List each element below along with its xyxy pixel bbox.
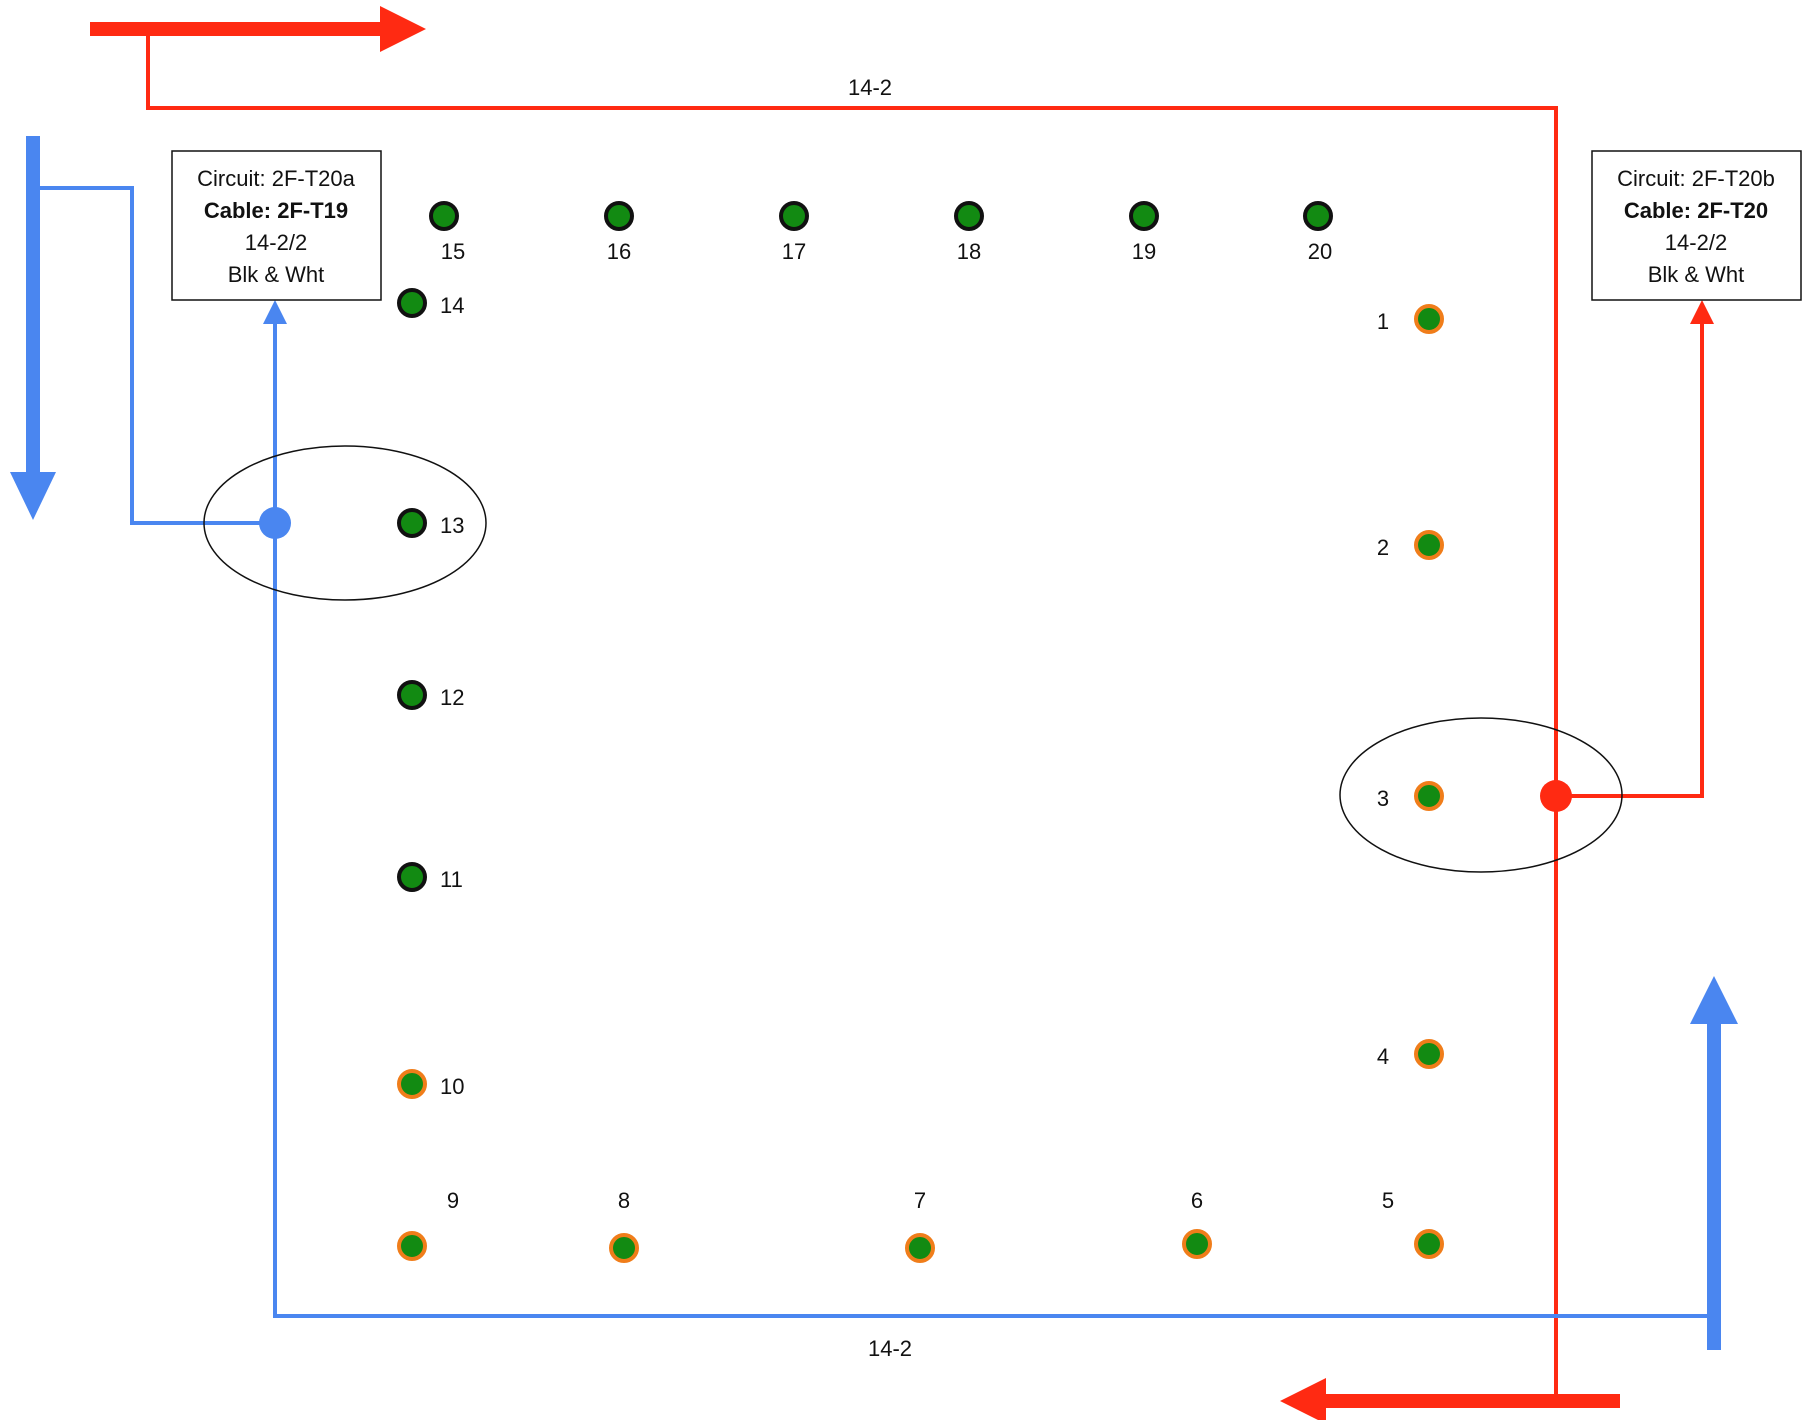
fixture-6 <box>1182 1229 1212 1259</box>
fixture-14 <box>397 288 427 318</box>
fixture-16 <box>604 201 634 231</box>
fixture-20 <box>1303 201 1333 231</box>
info-box-left-colors: Blk & Wht <box>228 262 325 287</box>
fixture-label-20: 20 <box>1308 239 1332 264</box>
fixture-label-18: 18 <box>957 239 981 264</box>
red-arrow-to-box <box>1690 300 1714 324</box>
blue-arrow-left-head <box>10 472 56 520</box>
info-box-right: Circuit: 2F-T20b Cable: 2F-T20 14-2/2 Bl… <box>1591 150 1802 301</box>
fixture-label-12: 12 <box>440 685 464 710</box>
red-junction-dot <box>1540 780 1572 812</box>
fixture-17 <box>779 201 809 231</box>
red-cable <box>146 34 1704 1400</box>
blue-arrow-right-shaft <box>1707 1020 1721 1350</box>
red-arrow-bottom-shaft <box>1320 1394 1620 1408</box>
red-arrow-top-head <box>380 6 426 52</box>
highlight-ellipse-13 <box>203 445 487 601</box>
blue-junction-dot <box>259 507 291 539</box>
info-box-left-circuit: Circuit: 2F-T20a <box>197 166 355 191</box>
blue-cable <box>38 186 1712 1318</box>
fixture-9 <box>397 1231 427 1261</box>
fixture-label-14: 14 <box>440 293 464 318</box>
fixture-label-5: 5 <box>1382 1188 1394 1213</box>
fixture-19 <box>1129 201 1159 231</box>
blue-cable-run <box>273 318 1712 1318</box>
fixtures <box>397 201 1444 1263</box>
red-arrows <box>90 6 1714 1420</box>
fixture-7 <box>905 1233 935 1263</box>
cable-label-top: 14-2 <box>848 75 892 100</box>
red-cable-run <box>146 34 1558 1400</box>
fixture-1 <box>1414 304 1444 334</box>
red-arrow-top-shaft <box>90 22 386 36</box>
fixture-label-10: 10 <box>440 1074 464 1099</box>
fixture-label-4: 4 <box>1377 1044 1389 1069</box>
info-box-right-cable: Cable: 2F-T20 <box>1624 198 1768 223</box>
info-box-left-gauge: 14-2/2 <box>245 230 307 255</box>
fixture-2 <box>1414 530 1444 560</box>
info-box-left-frame <box>171 150 382 301</box>
fixture-11 <box>397 862 427 892</box>
fixture-15 <box>429 201 459 231</box>
fixture-label-1: 1 <box>1377 309 1389 334</box>
info-box-right-gauge: 14-2/2 <box>1665 230 1727 255</box>
info-box-right-frame <box>1591 150 1802 301</box>
highlight-ellipse-3 <box>1339 717 1623 873</box>
blue-arrows <box>10 136 1738 1350</box>
fixture-18 <box>954 201 984 231</box>
red-arrow-bottom-head <box>1280 1378 1326 1420</box>
fixture-10 <box>397 1069 427 1099</box>
fixture-3 <box>1414 781 1444 811</box>
blue-arrow-to-box <box>263 300 287 324</box>
blue-arrow-left-shaft <box>26 136 40 476</box>
info-box-left-cable: Cable: 2F-T19 <box>204 198 348 223</box>
fixture-8 <box>609 1233 639 1263</box>
fixture-4 <box>1414 1039 1444 1069</box>
info-box-left: Circuit: 2F-T20a Cable: 2F-T19 14-2/2 Bl… <box>171 150 382 301</box>
fixture-5 <box>1414 1229 1444 1259</box>
red-cable-home-run <box>1556 318 1704 798</box>
fixture-label-13: 13 <box>440 513 464 538</box>
fixture-label-17: 17 <box>782 239 806 264</box>
fixture-label-6: 6 <box>1191 1188 1203 1213</box>
fixture-label-19: 19 <box>1132 239 1156 264</box>
fixture-label-8: 8 <box>618 1188 630 1213</box>
blue-arrow-right-head <box>1690 976 1738 1024</box>
fixture-label-2: 2 <box>1377 535 1389 560</box>
cable-label-bottom: 14-2 <box>868 1336 912 1361</box>
fixture-13 <box>397 508 427 538</box>
fixture-12 <box>397 680 427 710</box>
fixture-label-3: 3 <box>1377 786 1389 811</box>
fixture-labels: 15 16 17 18 19 20 14 13 12 11 10 9 8 7 6… <box>440 239 1394 1213</box>
fixture-label-7: 7 <box>914 1188 926 1213</box>
fixture-label-16: 16 <box>607 239 631 264</box>
info-box-right-colors: Blk & Wht <box>1648 262 1745 287</box>
fixture-label-9: 9 <box>447 1188 459 1213</box>
fixture-label-15: 15 <box>441 239 465 264</box>
info-box-right-circuit: Circuit: 2F-T20b <box>1617 166 1775 191</box>
fixture-label-11: 11 <box>440 867 463 892</box>
